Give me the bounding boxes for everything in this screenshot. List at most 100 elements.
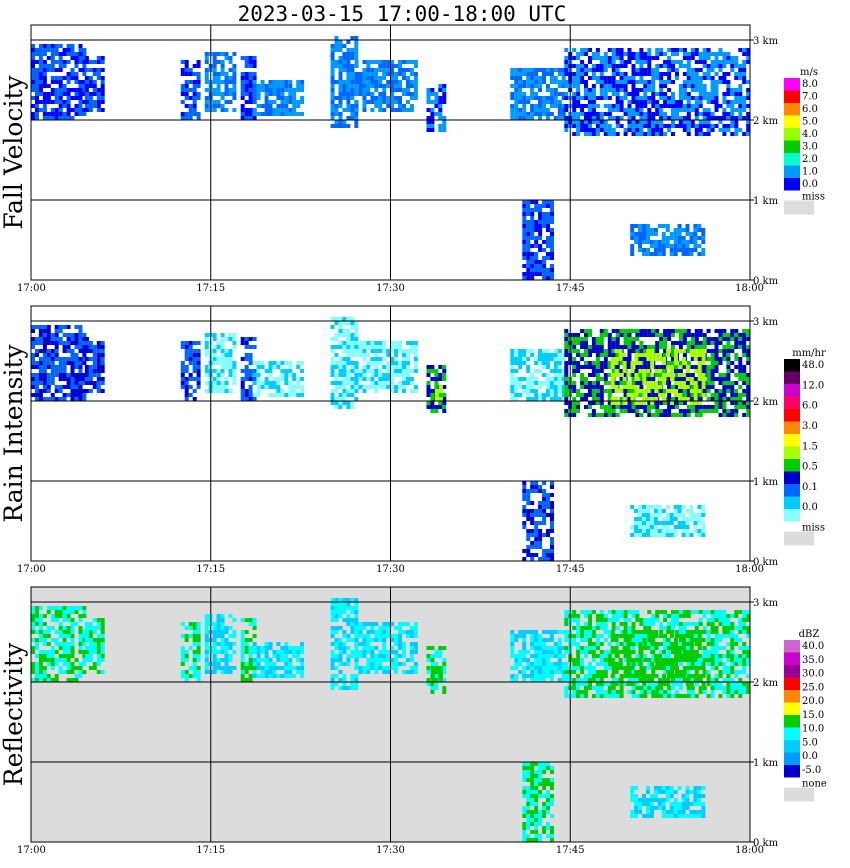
time-tick-label: 17:15 [196,564,225,575]
echo-cell [630,505,706,537]
colorbar-swatch [784,446,800,459]
km-tick-label: 3 km [753,598,779,609]
km-tick-label: 3 km [753,36,779,47]
km-tick-label: 2 km [753,116,779,127]
colorbar-swatch [784,153,800,166]
km-tick-label: 1 km [753,477,779,488]
colorbar-missing-label: miss [802,523,825,534]
colorbar-swatch [784,421,800,434]
colorbar-label: 0.1 [802,482,818,493]
colorbar-label: 1.5 [802,441,818,452]
km-tick-label: 0 km [753,276,779,287]
colorbar-label: 12.0 [802,380,824,391]
echo-cell [204,614,237,674]
time-tick-label: 17:45 [556,845,585,856]
colorbar-missing-label: none [802,779,827,790]
panel-rain: 0 km 1 km 2 km 3 km 17:00 17:15 17:30 17:45 18:0… [0,305,826,575]
echo-cell [564,329,751,417]
colorbar-swatch [784,484,800,497]
echo-cell [84,618,105,674]
time-tick-label: 17:15 [196,845,225,856]
colorbar-swatch [784,471,800,484]
colorbar-swatch [784,459,800,472]
colorbar-swatch [784,78,800,91]
colorbar-label: 0.0 [802,179,818,190]
colorbar-swatch [784,371,800,384]
echo-cell [252,642,305,678]
echo-cell [522,762,554,842]
colorbar-swatch [784,165,800,178]
echo-cell [564,610,751,698]
time-tick-label: 18:00 [735,564,764,575]
colorbar-swatch [784,90,800,103]
colorbar-label: 48.0 [802,360,824,371]
echo-cell [180,341,201,401]
echo-cell [354,341,418,393]
colorbar-swatch [784,752,800,765]
echo-cell [330,36,359,128]
colorbar-missing-swatch [784,531,814,546]
colorbar-label: 6.0 [802,104,818,115]
echo-cell [252,361,305,397]
echo-cell [510,349,566,401]
colorbar-unit: mm/hr [792,348,826,359]
echo-cell [354,622,418,674]
echo-cell [31,606,87,682]
echo-cell [252,80,305,116]
km-tick-label: 0 km [753,557,779,568]
echo-cell [84,56,105,112]
km-tick-label: 1 km [753,196,779,207]
colorbar-missing-label: miss [802,192,825,203]
echo-cell [522,481,554,561]
colorbar-swatch [784,140,800,153]
panel-ylabel: Reflectivity [0,642,28,786]
time-tick-label: 17:30 [376,845,405,856]
time-tick-label: 17:30 [376,564,405,575]
time-tick-label: 17:15 [196,283,225,294]
colorbar-label: 10.0 [802,724,824,735]
colorbar-label: 3.0 [802,421,818,432]
colorbar-swatch [784,727,800,740]
colorbar-swatch [784,509,800,522]
colorbar-swatch [784,690,800,703]
colorbar-swatch [784,496,800,509]
colorbar-unit: m/s [800,67,818,78]
time-tick-label: 18:00 [735,283,764,294]
colorbar-swatch [784,396,800,409]
echo-cell [31,44,87,120]
echo-cell [180,60,201,120]
colorbar-label: 2.0 [802,154,818,165]
colorbar-label: 40.0 [802,641,824,652]
colorbar-missing-swatch [784,787,814,802]
colorbar-swatch [784,434,800,447]
colorbar-swatch [784,178,800,191]
colorbar-label: 0.5 [802,462,818,473]
colorbar-swatch [784,652,800,665]
colorbar-label: 15.0 [802,710,824,721]
colorbar-swatch [784,740,800,753]
echo-cell [31,325,87,401]
colorbar-label: 8.0 [802,79,818,90]
panel-ylabel: Rain Intensity [0,343,28,522]
colorbar-label: 30.0 [802,669,824,680]
colorbar-unit: dBZ [799,629,820,640]
time-tick-label: 17:00 [17,564,46,575]
km-tick-label: 0 km [753,838,779,849]
colorbar-label: 35.0 [802,655,824,666]
colorbar-swatch [784,715,800,728]
echo-cell [630,786,706,818]
colorbar-swatch [784,409,800,422]
panel-refl: 0 km 1 km 2 km 3 km 17:00 17:15 17:30 17:45 18:0… [0,586,827,856]
panel-ylabel: Fall Velocity [0,74,28,229]
echo-cell [510,68,566,120]
echo-cell [630,224,706,256]
colorbar-label: 5.0 [802,737,818,748]
colorbar-swatch [784,765,800,778]
colorbar-swatch [784,384,800,397]
time-tick-label: 17:00 [17,283,46,294]
colorbar-swatch [784,677,800,690]
km-tick-label: 1 km [753,758,779,769]
colorbar-label: 4.0 [802,129,818,140]
colorbar-label: 0.0 [802,751,818,762]
